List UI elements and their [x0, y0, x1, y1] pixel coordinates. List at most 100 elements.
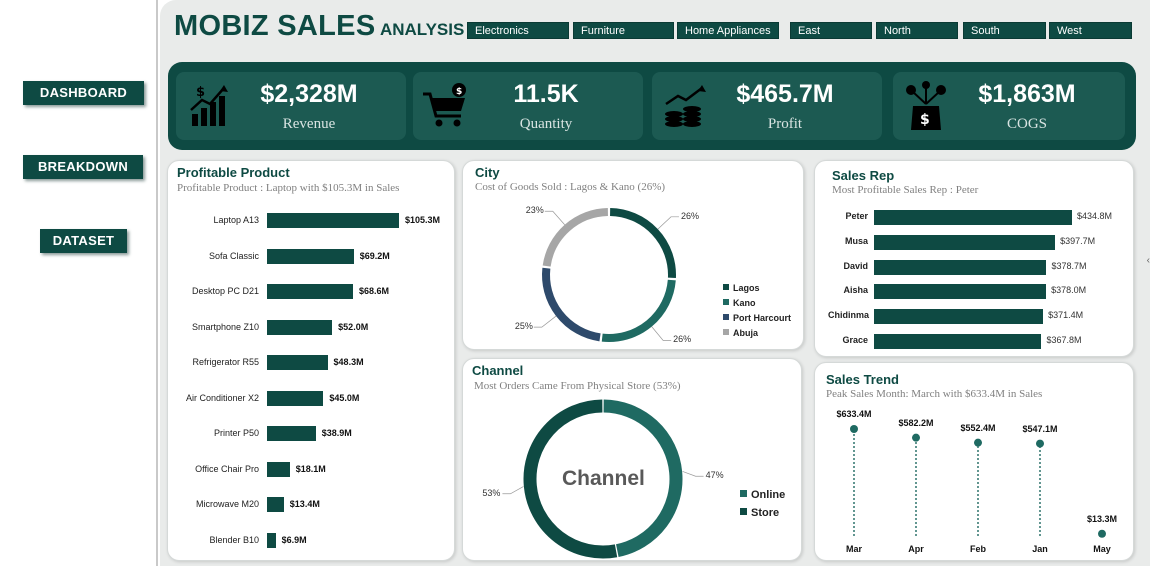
legend-label: Store — [751, 507, 780, 519]
product-label-sofa-classic: Sofa Classic — [208, 250, 259, 261]
kpi-quantity-value: 11.5K — [513, 80, 579, 108]
money-box-icon: $ — [906, 81, 946, 130]
slicer-south[interactable]: South — [963, 22, 1046, 39]
card-title: Sales Trend — [826, 372, 899, 387]
card-title: Channel — [472, 363, 524, 378]
channel-legend-online: Online — [740, 489, 785, 501]
legend-swatch — [723, 329, 729, 335]
legend-label: Online — [751, 489, 786, 501]
product-bar-air-conditioner-x2 — [267, 390, 324, 406]
product-label-desktop-pc-d21: Desktop PC D21 — [191, 286, 259, 296]
product-value-microwave-m20: $13.4M — [289, 499, 320, 509]
legend-label: Lagos — [733, 283, 760, 293]
product-value-refrigerator-r55: $48.3M — [333, 357, 364, 367]
channel-percent-online: 47% — [705, 470, 724, 481]
legend-swatch — [740, 490, 747, 497]
scroll-handle-icon[interactable]: ‹ — [1146, 255, 1150, 266]
card-subtitle: Profitable Product : Laptop with $105.3M… — [177, 182, 400, 194]
kpi-profit-label: Profit — [767, 116, 803, 132]
product-value-smartphone-z10: $52.0M — [338, 321, 369, 332]
kpi-revenue-value: $2,328M — [260, 80, 358, 108]
card-subtitle: Peak Sales Month: March with $633.4M in … — [826, 388, 1043, 400]
kpi-revenue-label: Revenue — [282, 116, 336, 132]
rep-label-aisha: Aisha — [843, 285, 868, 296]
product-bar-smartphone-z10 — [267, 319, 333, 335]
card-city: City Cost of Goods Sold : Lagos & Kano (… — [462, 160, 804, 350]
product-value-sofa-classic: $69.2M — [359, 250, 390, 261]
legend-swatch — [723, 314, 729, 320]
rep-value-peter: $434.8M — [1077, 211, 1113, 221]
card-sales-trend: Sales Trend Peak Sales Month: March with… — [814, 362, 1134, 561]
rep-bar-aisha — [874, 284, 1047, 300]
slicer-east[interactable]: East — [790, 22, 872, 39]
product-label-refrigerator-r55: Refrigerator R55 — [192, 357, 259, 367]
nav-dashboard-button[interactable]: DASHBOARD — [23, 81, 144, 105]
trend-point-feb — [974, 438, 982, 447]
product-label-blender-b10: Blender B10 — [209, 534, 259, 545]
channel-leader-line-store — [502, 486, 524, 495]
channel-percent-store: 53% — [482, 487, 501, 498]
kpi-cogs-label: COGS — [1006, 116, 1047, 132]
city-donut-chart — [533, 208, 679, 342]
slicer-home-appliances[interactable]: Home Appliances — [677, 22, 779, 39]
city-legend-kano: Kano — [723, 298, 756, 308]
nav-dataset-button[interactable]: DATASET — [40, 229, 127, 253]
slicer-west[interactable]: West — [1049, 22, 1132, 39]
donut-slice-lagos — [609, 208, 676, 279]
product-bar-office-chair-pro — [267, 461, 290, 477]
card-subtitle: Most Profitable Sales Rep : Peter — [832, 184, 979, 196]
card-sales-rep: Sales Rep Most Profitable Sales Rep : Pe… — [814, 160, 1134, 357]
card-title: Sales Rep — [832, 168, 895, 183]
kpi-profit: $465.7M Profit — [652, 72, 882, 140]
shopping-cart-icon: $ — [423, 83, 466, 127]
card-subtitle: Cost of Goods Sold : Lagos & Kano (26%) — [475, 181, 666, 193]
city-percent-lagos: 26% — [680, 210, 699, 221]
slicer-electronics[interactable]: Electronics — [467, 22, 569, 39]
channel-legend-store: Store — [740, 507, 779, 519]
rep-value-grace: $367.8M — [1046, 335, 1082, 345]
city-leader-line-kano — [651, 326, 672, 341]
trend-value-feb: $552.4M — [960, 422, 996, 433]
card-subtitle: Most Orders Came From Physical Store (53… — [474, 380, 681, 392]
channel-center-label: Channel — [562, 467, 645, 490]
kpi-profit-value: $465.7M — [736, 80, 834, 108]
kpi-revenue: $ $2,328M Revenue — [176, 72, 406, 140]
rep-label-chidinma: Chidinma — [828, 310, 870, 321]
sidebar: DASHBOARD BREAKDOWN DATASET — [0, 0, 158, 566]
product-label-laptop-a13: Laptop A13 — [213, 215, 259, 225]
rep-value-chidinma: $371.4M — [1048, 310, 1084, 321]
trend-point-jan — [1036, 439, 1044, 448]
product-bar-laptop-a13 — [267, 213, 399, 228]
kpi-band: $ $2,328M Revenue $ 11.5K Quantity — [168, 62, 1136, 150]
page-title: MOBIZ SALES ANALYSIS — [174, 10, 464, 43]
rep-value-david: $378.7M — [1051, 260, 1087, 271]
trend-value-apr: $582.2M — [898, 417, 934, 428]
product-value-blender-b10: $6.9M — [281, 534, 307, 545]
legend-swatch — [723, 284, 729, 290]
city-legend-port-harcourt: Port Harcourt — [723, 313, 791, 323]
slicer-north[interactable]: North — [876, 22, 958, 39]
revenue-chart-icon: $ — [190, 85, 228, 126]
card-channel: Channel Most Orders Came From Physical S… — [462, 358, 802, 561]
rep-label-grace: Grace — [842, 335, 868, 345]
kpi-cogs-value: $1,863M — [978, 80, 1076, 108]
svg-text:$: $ — [456, 87, 462, 97]
kpi-quantity: $ 11.5K Quantity — [413, 72, 643, 140]
donut-slice-kano — [601, 279, 676, 342]
product-value-laptop-a13: $105.3M — [405, 215, 441, 225]
nav-breakdown-button[interactable]: BREAKDOWN — [23, 155, 143, 179]
product-bar-refrigerator-r55 — [267, 355, 328, 370]
legend-label: Kano — [733, 298, 756, 308]
city-leader-line-lagos — [657, 216, 679, 230]
city-leader-line-abuja — [544, 210, 565, 225]
channel-leader-line-online — [682, 471, 704, 477]
slicer-furniture[interactable]: Furniture — [573, 22, 674, 39]
donut-slice-store — [523, 399, 618, 559]
kpi-quantity-label: Quantity — [519, 116, 573, 132]
donut-slice-online — [603, 399, 683, 557]
trend-category-jan: Jan — [1032, 544, 1048, 554]
trend-point-apr — [912, 433, 920, 442]
channel-donut-chart — [502, 399, 704, 559]
card-profitable-product: Profitable Product Profitable Product : … — [167, 160, 455, 561]
